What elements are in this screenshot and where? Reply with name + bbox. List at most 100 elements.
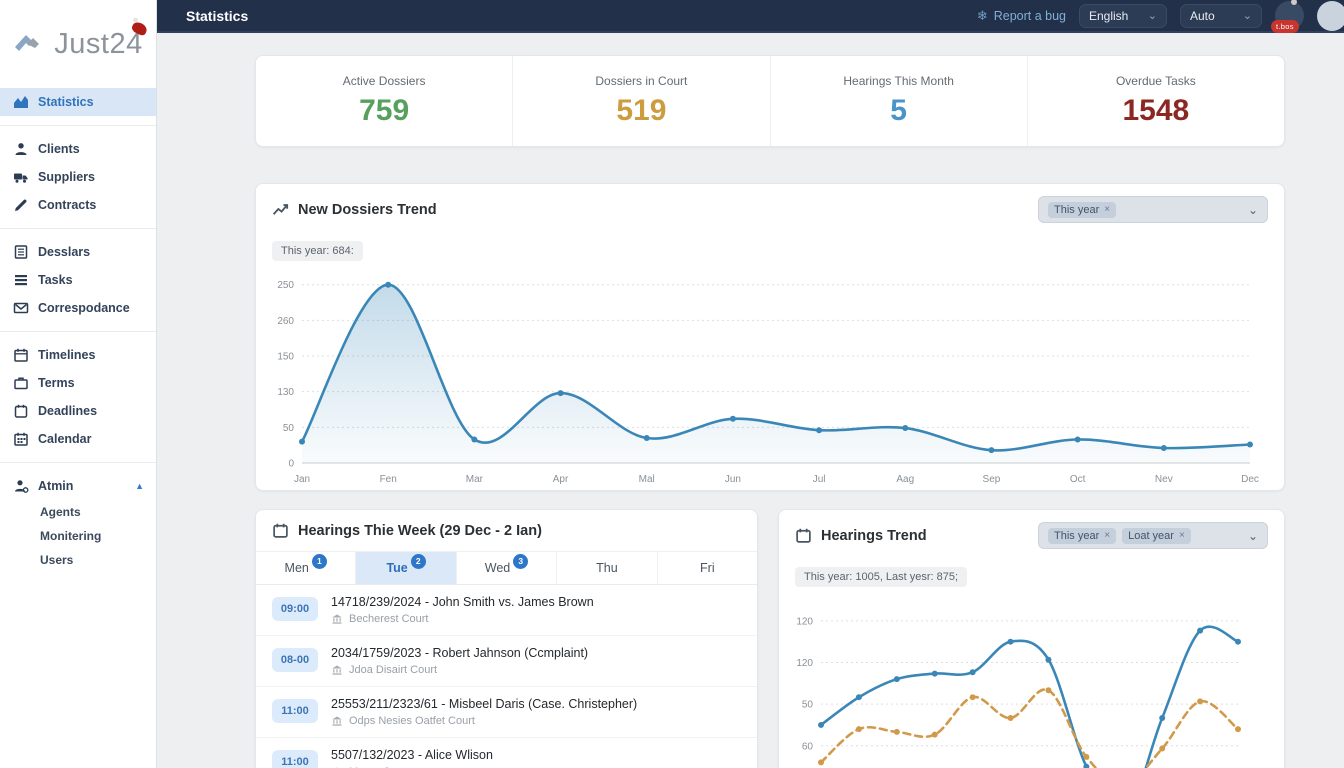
main-content: Active Dossiers 759 Dossiers in Court 51… [157, 33, 1344, 768]
svg-text:150: 150 [277, 352, 294, 363]
tab-badge: 3 [513, 553, 529, 569]
sidebar-item-label: Correspodance [38, 301, 130, 315]
hearing-court: Odps Nesies Oatfet Court [331, 715, 637, 727]
language-select[interactable]: English ⌄ [1079, 3, 1167, 28]
svg-text:Nev: Nev [1155, 474, 1173, 485]
divider [0, 462, 156, 463]
filter-chip: This year × [1048, 527, 1117, 544]
logo-text: Just24 [54, 27, 143, 60]
chart-icon [13, 94, 29, 110]
hearing-court: Jdoa Disairt Court [331, 664, 588, 676]
chart-summary: This year: 1005, Last yesr: 875; [795, 567, 968, 587]
svg-text:Dec: Dec [1241, 474, 1259, 485]
calendar-blank-icon [13, 403, 29, 419]
svg-text:120: 120 [796, 616, 813, 627]
hearing-title: 25553/211/2323/61 - Misbeel Daris (Case.… [331, 697, 638, 711]
hearing-item[interactable]: 11:00 25553/211/2323/61 - Misbeel Daris … [256, 687, 757, 738]
remove-chip-icon[interactable]: × [1104, 530, 1111, 541]
time-badge: 11:00 [272, 699, 318, 723]
filter-chip-label: This year [1054, 529, 1100, 542]
theme-select[interactable]: Auto ⌄ [1180, 3, 1262, 28]
divider [0, 228, 156, 229]
sidebar-item-suppliers[interactable]: Suppliers [0, 163, 156, 191]
calendar-icon [795, 527, 812, 544]
time-badge: 11:00 [272, 750, 318, 768]
hearing-item[interactable]: 09:00 14718/239/2024 - John Smith vs. Ja… [256, 585, 757, 636]
hearing-title: 14718/239/2024 - John Smith vs. James Br… [331, 595, 594, 609]
timeline-icon [13, 347, 29, 363]
report-bug-link[interactable]: ❄ Report a bug [977, 8, 1066, 24]
sidebar-item-label: Terms [38, 376, 75, 390]
stat-value: 519 [616, 94, 667, 127]
svg-text:260: 260 [277, 316, 294, 327]
time-badge: 09:00 [272, 597, 318, 621]
calendar-icon [272, 522, 289, 539]
tab-wed[interactable]: Wed 3 [457, 552, 558, 584]
sidebar-item-label: Suppliers [38, 170, 95, 184]
sidebar-item-statistics[interactable]: Statistics [0, 88, 156, 116]
chevron-down-icon: ⌄ [1242, 10, 1252, 22]
filter-chip-label: Loat year [1128, 529, 1174, 542]
tab-thu[interactable]: Thu [557, 552, 658, 584]
year-filter-select[interactable]: This year × ⌄ [1038, 196, 1268, 223]
hearing-item[interactable]: 08-00 2034/1759/2023 - Robert Jahnson (C… [256, 636, 757, 687]
stat-dossiers-in-court: Dossiers in Court 519 [512, 56, 769, 146]
language-value: English [1089, 8, 1129, 23]
sidebar-item-deadlines[interactable]: Deadlines [0, 397, 156, 425]
hearings-trend-chart: 120120506030 [779, 589, 1284, 768]
sidebar-item-clients[interactable]: Clients [0, 135, 156, 163]
page-title: Statistics [186, 7, 249, 24]
hearing-title: 5507/132/2023 - Alice Wlison [331, 748, 493, 762]
santa-hat-pom-icon [1291, 0, 1297, 5]
tab-badge: 2 [410, 553, 426, 569]
stat-value: 5 [890, 94, 907, 127]
secondary-avatar[interactable] [1317, 0, 1344, 31]
svg-text:Apr: Apr [553, 474, 569, 485]
remove-chip-icon[interactable]: × [1178, 530, 1185, 541]
svg-text:Fen: Fen [380, 474, 397, 485]
hearings-trend-card: Hearings Trend This year × Loat year × ⌄… [778, 509, 1285, 768]
sidebar-item-label: Deadlines [38, 404, 98, 418]
stat-label: Active Dossiers [342, 74, 426, 88]
sidebar-item-label: Statistics [38, 95, 94, 109]
envelope-icon [13, 300, 29, 316]
sidebar-item-calendar[interactable]: Calendar [0, 425, 156, 453]
sidebar-item-contracts[interactable]: Contracts [0, 191, 156, 219]
svg-text:0: 0 [288, 459, 294, 470]
hearing-item[interactable]: 11:00 5507/132/2023 - Alice Wlison Mures… [256, 738, 757, 768]
sidebar-item-terms[interactable]: Terms [0, 369, 156, 397]
user-avatar[interactable]: t.bos [1271, 0, 1304, 33]
sidebar-item-admin[interactable]: Atmin ▲ [0, 472, 156, 500]
sidebar-item-dossiers[interactable]: Desslars [0, 238, 156, 266]
time-badge: 08-00 [272, 648, 318, 672]
chevron-down-icon: ⌄ [1147, 10, 1157, 22]
caret-up-icon[interactable]: ▲ [135, 481, 144, 491]
sidebar-item-agents[interactable]: Agents [40, 505, 81, 519]
tab-tue[interactable]: Tue 2 [356, 552, 457, 584]
year-filter-select[interactable]: This year × Loat year × ⌄ [1038, 522, 1268, 549]
sidebar-item-timelines[interactable]: Timelines [0, 341, 156, 369]
report-bug-label: Report a bug [993, 8, 1066, 23]
sidebar-item-tasks[interactable]: Tasks [0, 266, 156, 294]
stat-value: 1548 [1122, 94, 1190, 127]
admin-icon [13, 478, 29, 494]
sidebar-item-monitoring[interactable]: Monitering [40, 529, 102, 543]
logo[interactable]: Just24 [0, 0, 156, 88]
sidebar-item-users[interactable]: Users [40, 553, 74, 567]
card-title-text: Hearings Trend [821, 527, 927, 544]
svg-text:120: 120 [796, 658, 813, 669]
stat-overdue-tasks: Overdue Tasks 1548 [1026, 56, 1284, 146]
svg-text:Mal: Mal [639, 474, 655, 485]
stat-label: Hearings This Month [843, 74, 954, 88]
tab-badge: 1 [311, 553, 327, 569]
weekday-tabs: Men 1 Tue 2 Wed 3 Thu Fri [256, 552, 757, 585]
tab-mon[interactable]: Men 1 [256, 552, 357, 584]
stat-hearings-month: Hearings This Month 5 [769, 56, 1027, 146]
tab-fri[interactable]: Fri [700, 561, 715, 575]
sidebar-item-correspondence[interactable]: Correspodance [0, 294, 156, 322]
court-icon [331, 613, 343, 625]
court-icon [331, 664, 343, 676]
remove-chip-icon[interactable]: × [1104, 204, 1111, 215]
avatar-badge: t.bos [1271, 20, 1299, 33]
svg-text:Jul: Jul [813, 474, 826, 485]
